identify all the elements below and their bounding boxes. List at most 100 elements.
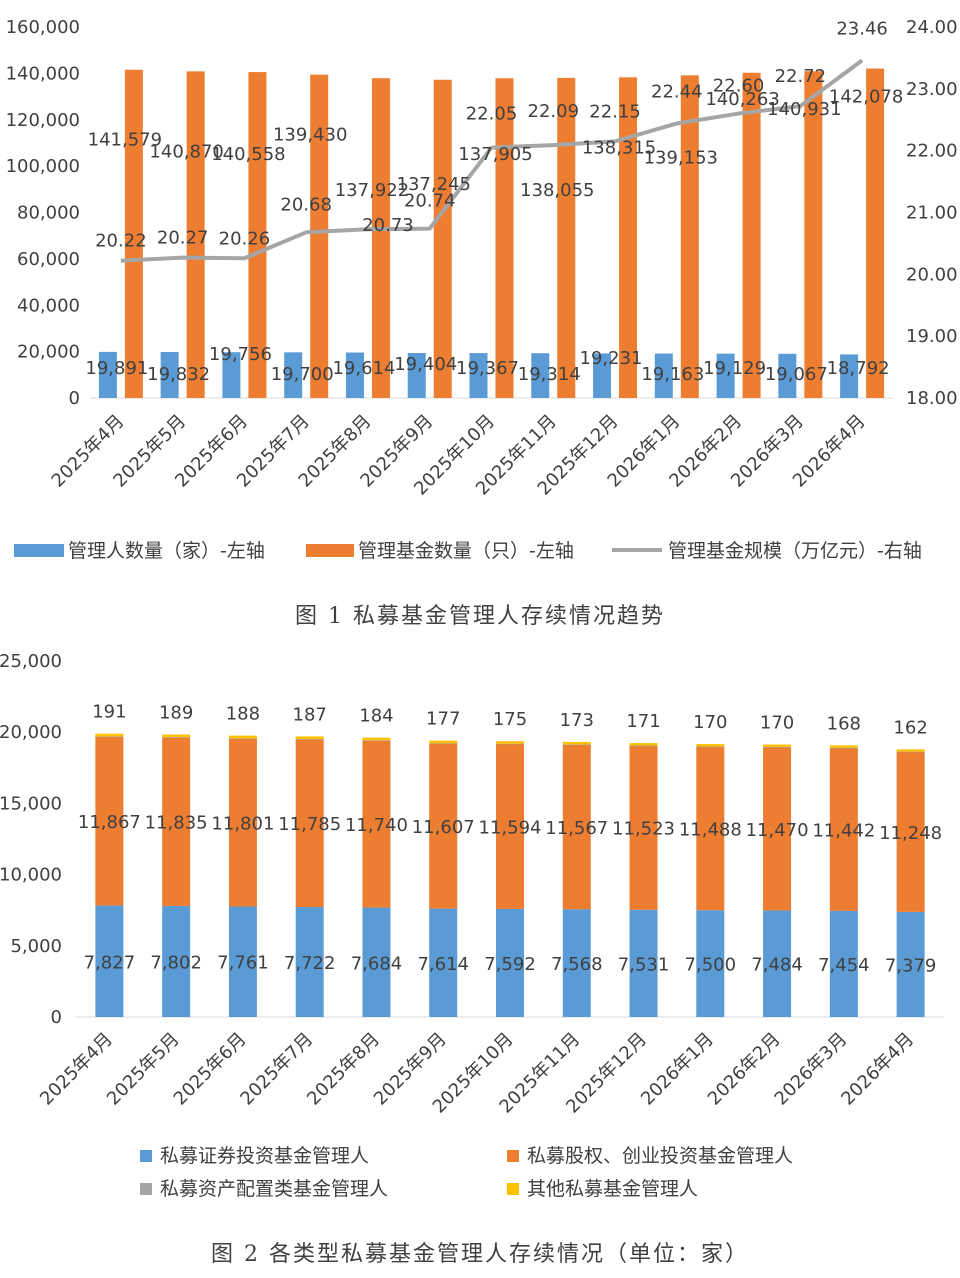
data-label-fund-scale: 20.26	[219, 228, 271, 249]
bar-other	[629, 743, 658, 746]
figure-1-caption: 图 1 私募基金管理人存续情况趋势	[295, 604, 665, 629]
bar-asset-allocation	[896, 751, 925, 753]
legend-label: 私募股权、创业投资基金管理人	[527, 1145, 793, 1167]
y2-tick-label: 18.00	[906, 388, 958, 409]
data-label-equity-vc: 11,867	[78, 812, 141, 833]
bar-manager-count	[531, 353, 550, 398]
bar-other	[696, 744, 725, 747]
bar-securities	[162, 905, 191, 1017]
bar-manager-count	[160, 352, 179, 398]
data-label-fund-count: 138,055	[520, 180, 594, 201]
data-label-securities: 7,568	[551, 954, 603, 975]
y2-tick-label: 22.00	[906, 141, 958, 162]
data-label-equity-vc: 11,442	[812, 820, 875, 841]
data-label-fund-count: 139,153	[644, 147, 718, 168]
data-label-other: 162	[893, 717, 927, 738]
bar-equity-vc	[896, 751, 925, 912]
bar-fund-count	[804, 71, 823, 398]
data-label-securities: 7,827	[84, 952, 136, 973]
y-tick-label: 60,000	[17, 249, 80, 270]
data-label-equity-vc: 11,740	[345, 815, 408, 836]
bar-asset-allocation	[429, 743, 458, 744]
bar-manager-count	[469, 353, 488, 398]
bar-other	[95, 733, 124, 737]
data-label-manager-count: 19,614	[332, 358, 395, 379]
bar-other	[496, 741, 524, 744]
data-label-fund-scale: 22.44	[651, 81, 703, 102]
bar-equity-vc	[228, 738, 257, 907]
data-label-manager-count: 19,163	[641, 364, 704, 385]
bar-fund-count	[742, 72, 761, 398]
data-label-fund-scale: 23.46	[836, 18, 888, 39]
y2-tick-label: 19.00	[906, 326, 958, 347]
data-label-other: 187	[293, 704, 327, 725]
bar-equity-vc	[496, 743, 524, 909]
legend-label: 私募资产配置类基金管理人	[160, 1178, 388, 1200]
x-tick-label: 2026年4月	[837, 1029, 918, 1110]
data-label-fund-scale: 22.72	[775, 66, 827, 87]
data-label-fund-count: 137,245	[397, 174, 471, 195]
bar-manager-count	[593, 353, 612, 398]
legend-swatch	[507, 1150, 519, 1162]
y-tick-label: 120,000	[6, 110, 80, 131]
y-tick-label: 0	[69, 388, 80, 409]
data-label-fund-scale: 22.60	[713, 76, 765, 97]
data-label-fund-count: 140,870	[149, 141, 223, 162]
chart-manager-types: 0 5,000 10,000 15,000 20,000 25,000 7,827 11,86…	[0, 651, 944, 1200]
legend-swatch	[306, 544, 354, 557]
bar-asset-allocation	[162, 737, 191, 738]
data-label-other: 173	[560, 710, 594, 731]
bar-manager-count	[98, 351, 117, 398]
data-label-other: 177	[426, 709, 460, 730]
legend-label: 其他私募基金管理人	[527, 1178, 698, 1200]
legend-label: 管理人数量（家）-左轴	[68, 540, 265, 562]
y2-tick-label: 23.00	[906, 79, 958, 100]
bar-fund-count	[495, 78, 514, 398]
y2-tick-label: 24.00	[906, 17, 958, 38]
data-label-securities: 7,454	[818, 955, 870, 976]
bar-asset-allocation	[696, 746, 725, 748]
data-label-securities: 7,484	[751, 955, 803, 976]
data-label-equity-vc: 11,523	[612, 819, 675, 840]
y2-tick-label: 21.00	[906, 203, 958, 224]
bar-equity-vc	[295, 739, 324, 908]
data-label-manager-count: 19,314	[518, 364, 581, 385]
data-label-fund-scale: 20.27	[157, 228, 209, 249]
bar-fund-count	[557, 77, 576, 398]
bar-securities	[496, 908, 524, 1017]
data-label-other: 184	[359, 706, 393, 727]
bar-securities	[629, 909, 658, 1017]
bar-other	[162, 734, 191, 738]
data-label-fund-scale: 20.73	[362, 215, 414, 236]
data-label-securities: 7,614	[417, 954, 469, 975]
bar-securities	[362, 907, 391, 1017]
data-label-manager-count: 18,792	[827, 358, 890, 379]
bar-manager-count	[654, 353, 673, 398]
bar-manager-count	[840, 354, 859, 398]
legend-label: 管理基金数量（只）-左轴	[358, 540, 574, 562]
data-label-manager-count: 19,067	[765, 364, 828, 385]
bar-fund-count	[124, 69, 143, 399]
bar-securities	[896, 911, 925, 1017]
data-label-other: 189	[159, 703, 193, 724]
bar-other	[295, 736, 324, 740]
data-label-equity-vc: 11,488	[679, 819, 742, 840]
data-label-equity-vc: 11,785	[278, 814, 341, 835]
bar-fund-count	[310, 74, 329, 398]
bar-asset-allocation	[228, 738, 257, 739]
bar-other	[562, 741, 591, 745]
legend-label: 管理基金规模（万亿元）-右轴	[668, 540, 922, 562]
bar-manager-count	[222, 352, 241, 398]
bar-equity-vc	[362, 740, 391, 908]
y-tick-label: 15,000	[0, 793, 62, 814]
y-tick-label: 25,000	[0, 651, 62, 672]
data-label-equity-vc: 11,567	[545, 818, 608, 839]
data-label-securities: 7,684	[351, 953, 403, 974]
data-label-securities: 7,531	[618, 954, 670, 975]
data-label-manager-count: 19,756	[209, 344, 272, 365]
data-label-equity-vc: 11,248	[879, 823, 942, 844]
bar-equity-vc	[763, 747, 792, 911]
data-label-equity-vc: 11,801	[211, 813, 274, 834]
bar-other	[362, 737, 391, 741]
bar-manager-count	[407, 353, 426, 398]
